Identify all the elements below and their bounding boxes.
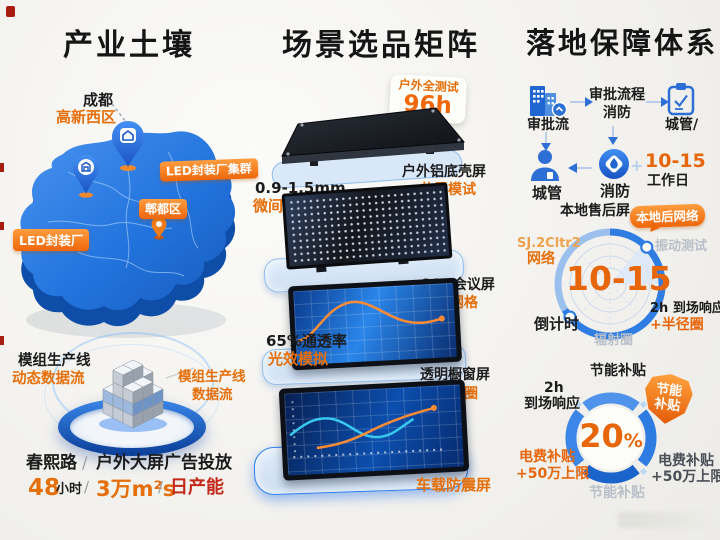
donut-left-label-1: 2h [544, 380, 564, 396]
arrow-right-icon [570, 97, 593, 107]
radar-left-label-2: 网络 [527, 251, 555, 267]
red-corner-mark [6, 6, 15, 17]
plus-connector: + [630, 156, 644, 175]
radar-bottom-label: 辐射圈 [594, 333, 634, 348]
middle-column-title: 场景选品矩阵 [282, 28, 480, 63]
left-column-title: 产业土壤 [63, 28, 195, 63]
red-edge-mark [0, 336, 4, 345]
network-badge: 本地后网络 [629, 203, 705, 229]
donut-bottom-label: 节能补贴 [589, 485, 645, 501]
district-pin-icon [151, 217, 167, 240]
fire-label: 消防 [600, 182, 631, 200]
stat-area: 3万m²s [96, 477, 176, 501]
window-label-1: 透明橱窗屏 [420, 367, 490, 383]
right-column-title: 落地保障体系 [526, 26, 719, 60]
watermark [618, 512, 710, 528]
city-label: 成都 [83, 91, 114, 109]
outdoor-label-1: 户外铝底壳屏 [402, 164, 486, 180]
outdoor-panel-device [271, 107, 465, 189]
workdays-unit: 工作日 [647, 173, 689, 189]
arrow-down-icon [608, 126, 618, 145]
stat-hours-num: 48 [28, 475, 61, 501]
process-label-1: 审批流程 [589, 87, 645, 103]
city-pin-icon [112, 121, 144, 171]
electric-subsidy-left-1: 电费补贴 [519, 449, 575, 465]
label-connector [166, 367, 195, 379]
subsidy-donut-chart [565, 392, 657, 484]
red-edge-mark [0, 222, 4, 230]
stat-sep: / [84, 478, 90, 496]
red-edge-mark [0, 163, 4, 172]
data-flow-label: 数据流 [192, 387, 233, 403]
response-label-2: +半径圈 [650, 317, 704, 333]
response-radar-chart [554, 228, 666, 340]
district-label: 高新西区 [56, 108, 117, 126]
process-label-2: 消防 [603, 105, 631, 121]
stat-hours-unit: 小时 [56, 482, 83, 497]
electric-subsidy-right-1: 电费补贴 [658, 453, 714, 469]
stat-campaign: 户外大屏广告投放 [96, 453, 232, 473]
district-badge: 郫都区 [139, 199, 188, 219]
person-icon [531, 150, 559, 181]
cityadmin-label: 城管 [532, 184, 563, 202]
transmittance-label-2: 光效模拟 [268, 350, 329, 368]
dynamic-flow-label: 动态数据流 [12, 371, 85, 387]
factory-pin-icon [73, 155, 99, 198]
clipboard-icon [667, 83, 695, 116]
building-icon [530, 86, 568, 118]
arrow-down-icon [541, 132, 551, 151]
module-line-label: 模组生产线 [18, 353, 91, 369]
donut-left-label-2: 到场响应 [524, 396, 580, 412]
donut-percent-sign: % [623, 430, 643, 452]
cityadmin-node-label: 城管/ [665, 117, 699, 133]
workdays-num: 10-15 [645, 150, 706, 172]
stat-sep: / [158, 478, 164, 496]
transparent-screen-device [287, 277, 463, 371]
radar-center-value: 10-15 [566, 259, 672, 298]
arrow-right-icon [646, 97, 669, 107]
radar-right-label: 振动测试 [655, 239, 708, 254]
countdown-label: 倒计时 [534, 315, 580, 333]
dot-matrix-panel [281, 182, 453, 270]
module-cube-stack [99, 359, 167, 432]
factory-badge: LED封装厂 [13, 229, 90, 251]
stat-sep: / [82, 453, 88, 472]
donut-top-label: 节能补贴 [590, 363, 646, 379]
module-line-label-2: 模组生产线 [178, 369, 246, 385]
stat-capacity: 日产能 [170, 477, 224, 498]
donut-percent-num: 20 [579, 417, 624, 455]
electric-subsidy-right-2: +50万上限 [651, 469, 720, 485]
stat-place: 春熙路 [26, 453, 77, 473]
fire-icon [599, 149, 629, 179]
radar-left-label-1: SJ.2Cltr2 [517, 236, 581, 251]
shield-line-2: 补贴 [653, 396, 682, 415]
donut-center-value: 20% [577, 417, 645, 455]
approval-label: 审批流 [527, 117, 569, 133]
response-label-1: 2h 到场响应 [650, 301, 720, 316]
transmittance-label-1: 65%通透率 [266, 332, 347, 350]
arrow-left-icon [568, 163, 592, 173]
radar-top-label: 本地售后屏 [560, 203, 630, 219]
electric-subsidy-left-2: +50万上限 [516, 466, 590, 482]
vehicle-screen-device [278, 379, 470, 481]
vehicle-label: 车载防震屏 [416, 476, 492, 494]
cluster-badge: LED封装厂集群 [159, 158, 259, 182]
